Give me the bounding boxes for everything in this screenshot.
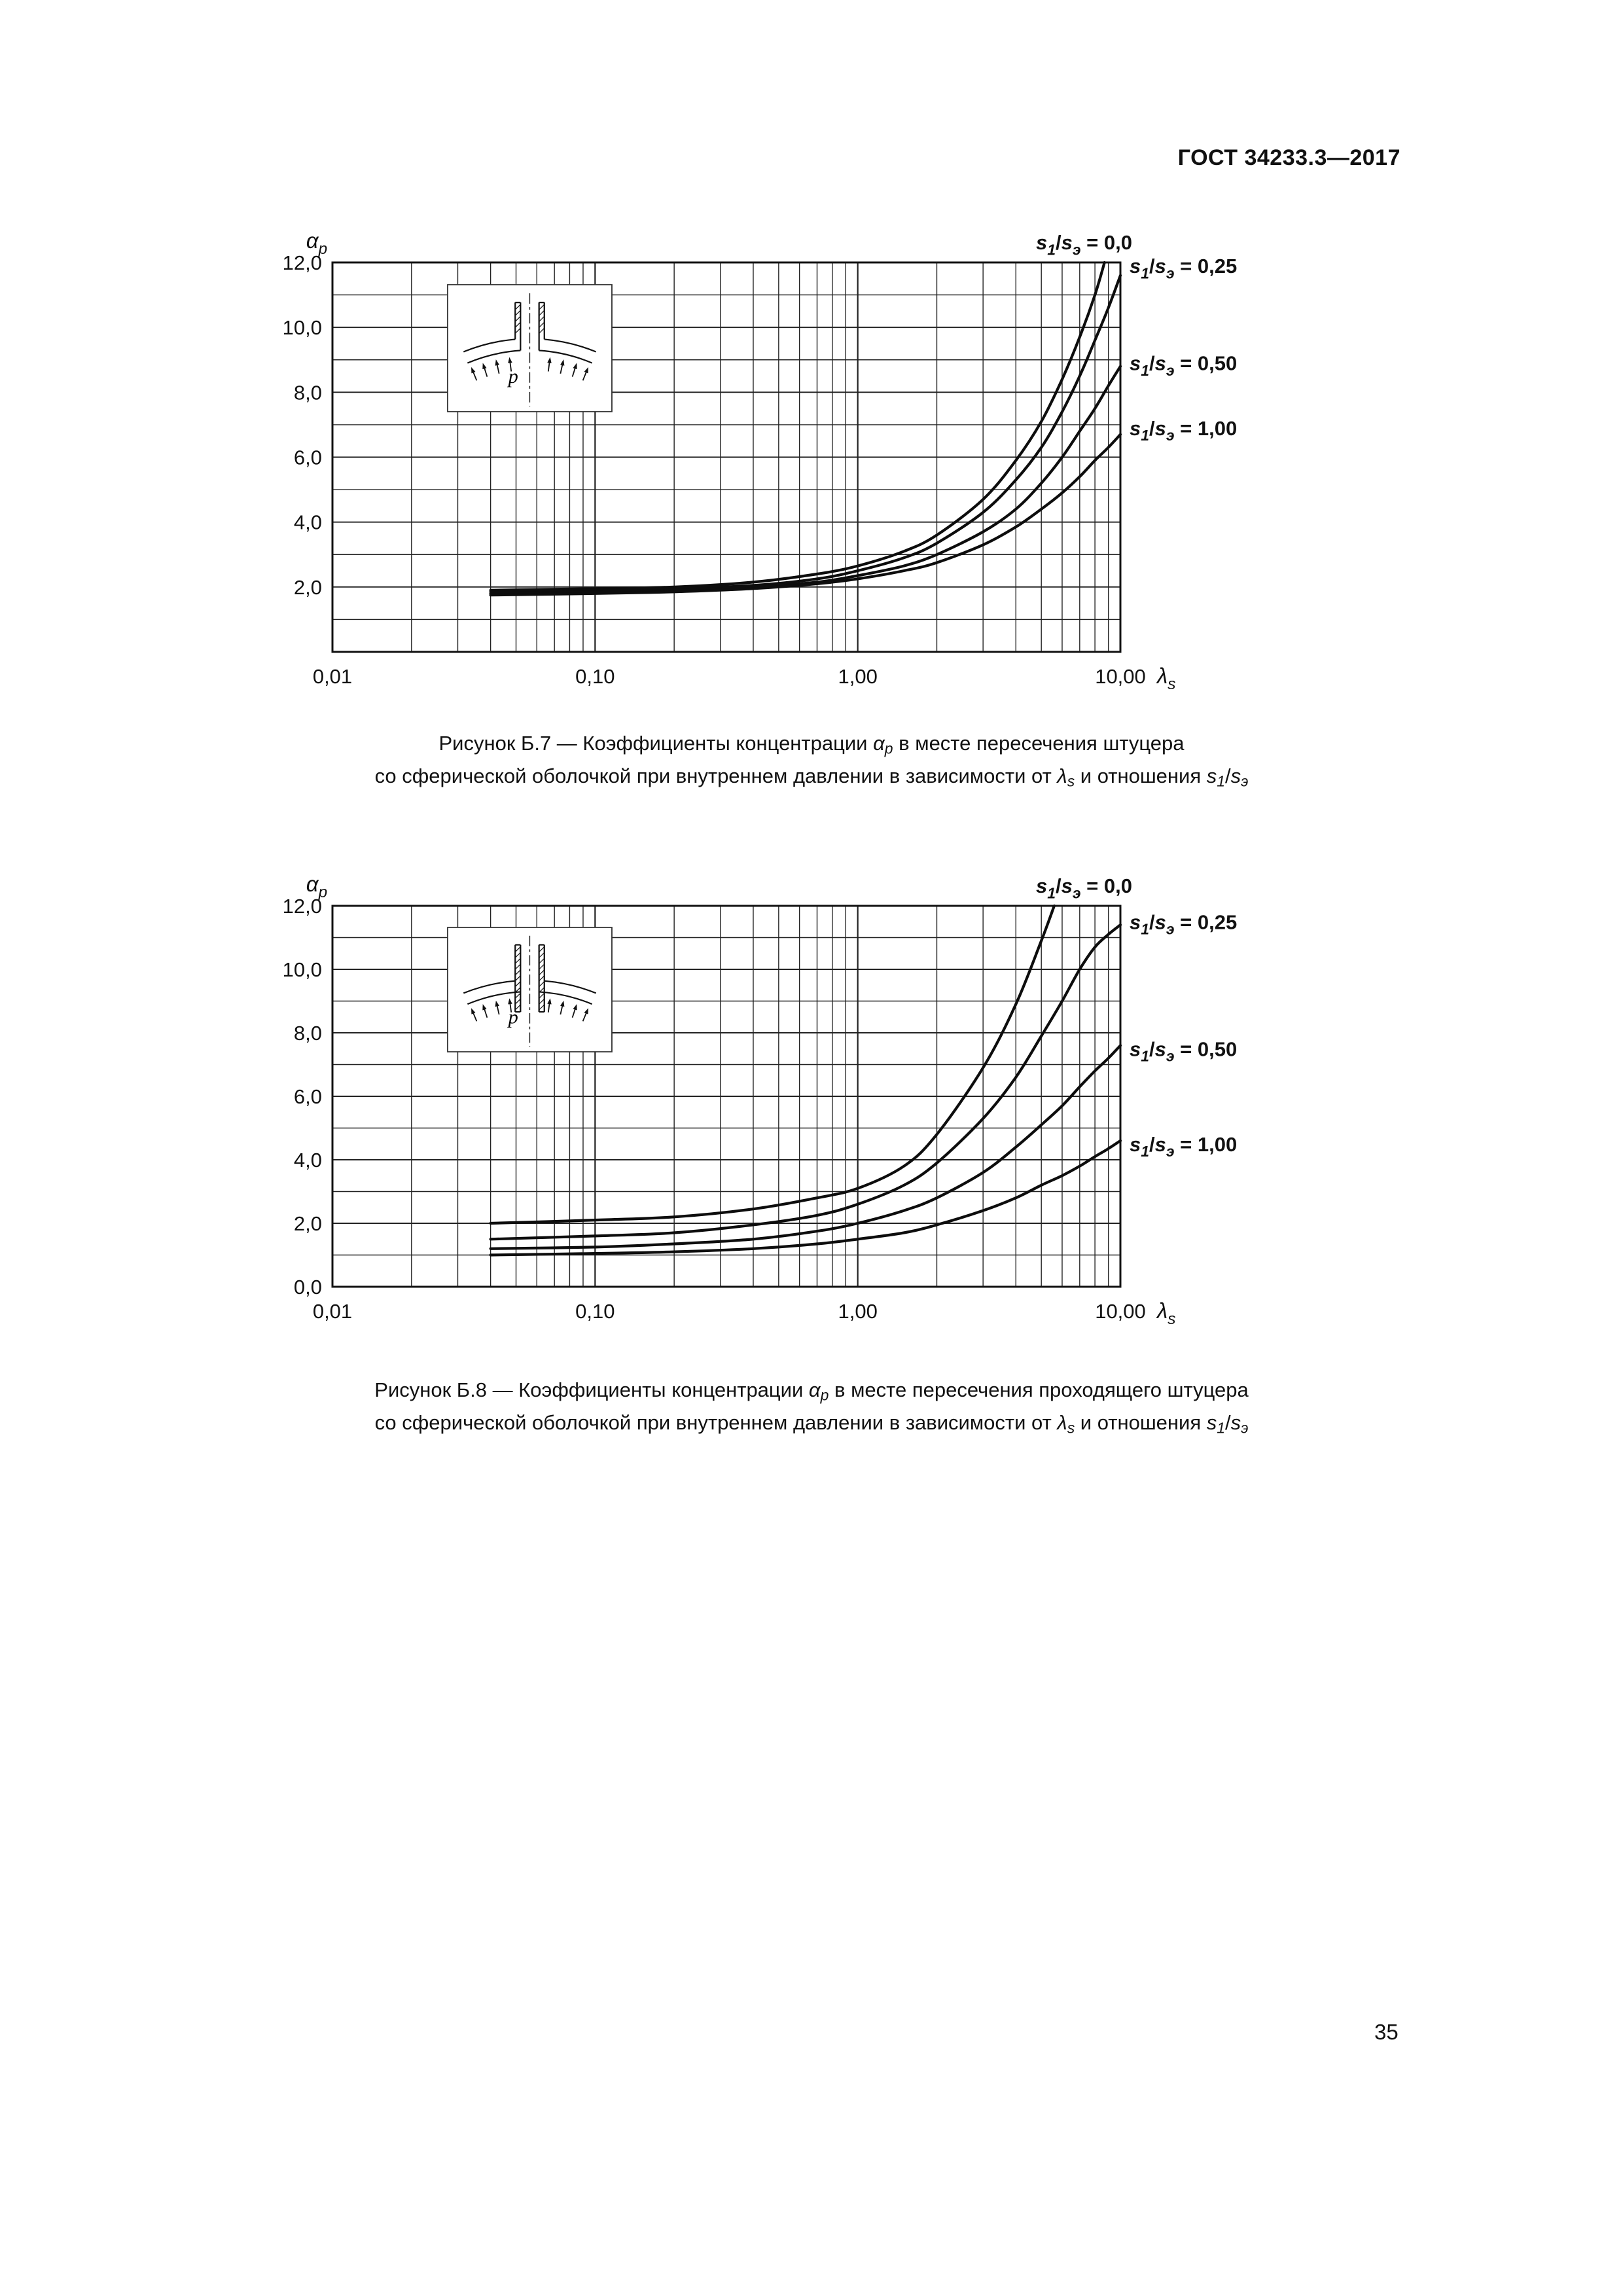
pressure-label: p [507, 365, 518, 387]
x-tick-label: 1,00 [838, 1300, 877, 1323]
y-tick-label: 4,0 [294, 1149, 322, 1172]
y-tick-label: 8,0 [294, 1022, 322, 1045]
y-tick-label: 10,0 [283, 316, 322, 339]
x-tick-label: 0,01 [313, 665, 352, 688]
y-tick-label: 6,0 [294, 1085, 322, 1108]
pressure-label: p [507, 1007, 518, 1028]
y-tick-label: 6,0 [294, 446, 322, 469]
y-tick-label: 12,0 [283, 895, 322, 918]
inset-diagram: p [447, 927, 613, 1052]
x-tick-label: 10,00 [1095, 665, 1146, 688]
figure-b7-chart: 2,0 4,0 6,0 8,0 10,0 12,0 0,01 0,10 1,00 10,00 αp λ… [283, 228, 1238, 693]
chart-curves [489, 260, 1122, 597]
figure-b7: 2,0 4,0 6,0 8,0 10,0 12,0 0,01 0,10 1,00 10,00 αp λ… [234, 223, 1386, 727]
page-number: 35 [1374, 2020, 1399, 2044]
plot-border [331, 905, 1122, 1288]
y-axis-title: αp [306, 872, 327, 901]
series-curve [489, 904, 1056, 1225]
series-label: s1/sэ = 1,00 [1130, 417, 1237, 444]
y-tick-label: 8,0 [294, 381, 322, 404]
x-tick-label: 1,00 [838, 665, 877, 688]
x-tick-label: 0,01 [313, 1300, 352, 1323]
plot-border [331, 261, 1122, 653]
figure-b8-caption: Рисунок Б.8 — Коэффициенты концентрации … [111, 1374, 1512, 1440]
caption-line: со сферической оболочкой при внутреннем … [374, 1411, 1249, 1437]
figure-b7-caption: Рисунок Б.7 — Коэффициенты концентрации … [111, 728, 1512, 793]
series-curve [489, 433, 1122, 597]
x-tick-label: 0,10 [575, 1300, 615, 1323]
y-tick-label: 2,0 [294, 1212, 322, 1235]
x-axis-title: λs [1156, 664, 1175, 693]
series-curve [489, 274, 1122, 594]
series-label: s1/sэ = 0,25 [1130, 255, 1237, 281]
axis-tick-labels: 2,0 4,0 6,0 8,0 10,0 12,0 0,01 0,10 1,00 10,00 [283, 251, 1146, 688]
caption-line: Рисунок Б.8 — Коэффициенты концентрации … [374, 1378, 1249, 1404]
inset-diagram: p [447, 284, 613, 412]
series-label: s1/sэ = 0,0 [1036, 231, 1132, 258]
caption-line: со сферической оболочкой при внутреннем … [374, 764, 1249, 790]
series-curve [489, 260, 1106, 592]
axis-tick-labels: 0,0 2,0 4,0 6,0 8,0 10,0 12,0 0,01 0,10 1,00 10,00 [283, 895, 1146, 1323]
y-axis-title: αp [306, 228, 327, 258]
figure-b8: 0,0 2,0 4,0 6,0 8,0 10,0 12,0 0,01 0,10 1,00 10,00… [234, 867, 1386, 1371]
series-label: s1/sэ = 0,25 [1130, 910, 1237, 937]
figure-b8-chart: 0,0 2,0 4,0 6,0 8,0 10,0 12,0 0,01 0,10 1,00 10,00… [283, 872, 1238, 1328]
y-tick-label: 2,0 [294, 576, 322, 599]
series-curve [489, 1044, 1122, 1250]
x-axis-title: λs [1156, 1299, 1175, 1328]
y-tick-label: 0,0 [294, 1276, 322, 1299]
y-tick-label: 12,0 [283, 251, 322, 274]
x-tick-label: 10,00 [1095, 1300, 1146, 1323]
y-tick-label: 10,0 [283, 958, 322, 981]
series-curve [489, 1139, 1122, 1257]
series-label: s1/sэ = 0,50 [1130, 352, 1237, 379]
series-curve [489, 365, 1122, 595]
chart-curves [489, 904, 1122, 1257]
series-curve [489, 924, 1122, 1241]
y-tick-label: 4,0 [294, 511, 322, 534]
series-label: s1/sэ = 0,50 [1130, 1037, 1237, 1064]
series-label: s1/sэ = 0,0 [1036, 874, 1132, 901]
document-header: ГОСТ 34233.3—2017 [1177, 145, 1400, 170]
caption-line: Рисунок Б.7 — Коэффициенты концентрации … [438, 732, 1185, 757]
series-label: s1/sэ = 1,00 [1130, 1133, 1237, 1160]
x-tick-label: 0,10 [575, 665, 615, 688]
